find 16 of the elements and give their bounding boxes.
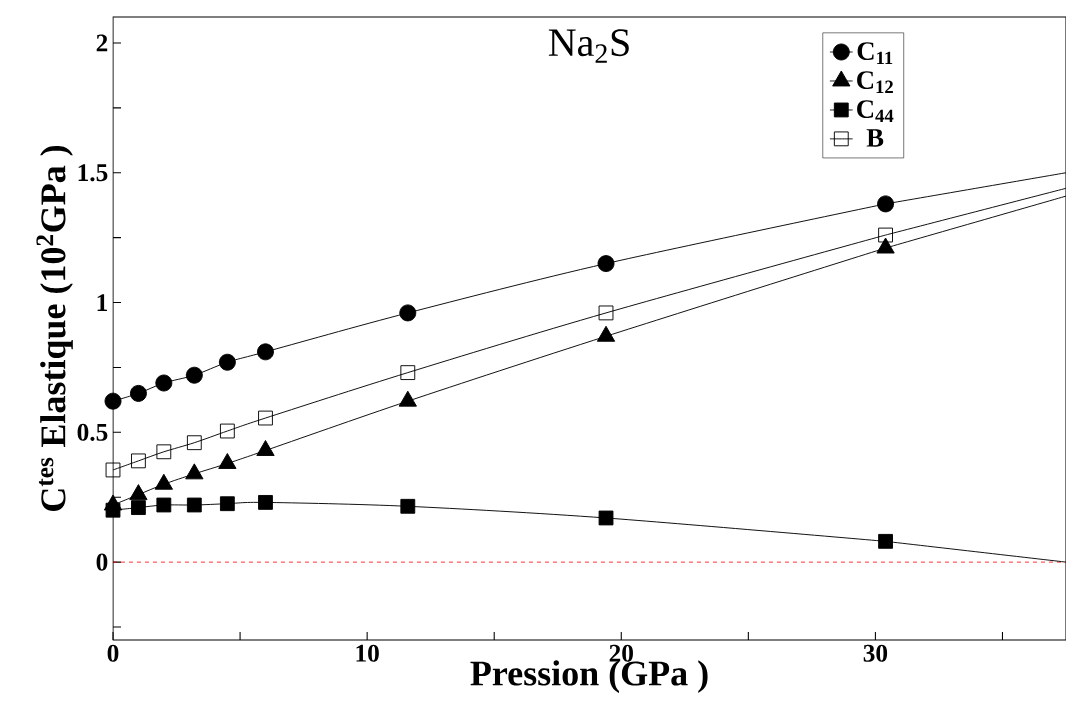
x-tick-label: 10	[356, 644, 379, 662]
y-tick-label: 1.5	[78, 164, 108, 182]
y-tick-label: 0	[96, 553, 108, 571]
chart-title: Na$_{2}$S	[548, 29, 629, 63]
x-tick-label: 0	[107, 644, 119, 662]
legend-label: C$_{44}$	[857, 100, 894, 122]
x-axis-title: Pression (GPa )	[470, 660, 708, 693]
legend-label: B	[866, 129, 884, 147]
y-axis-title: C$^{tes}$ Elastique (10$^{2}$GPa )	[36, 145, 73, 511]
y-tick-label: 1	[97, 294, 107, 311]
y-tick-label: 0.5	[77, 423, 108, 441]
y-tick-label: 2	[96, 34, 108, 52]
legend-label: C$_{12}$	[857, 71, 893, 93]
x-tick-label: 30	[863, 644, 888, 662]
legend-label: C$_{11}$	[857, 42, 893, 64]
x-tick-label: 20	[609, 644, 633, 662]
